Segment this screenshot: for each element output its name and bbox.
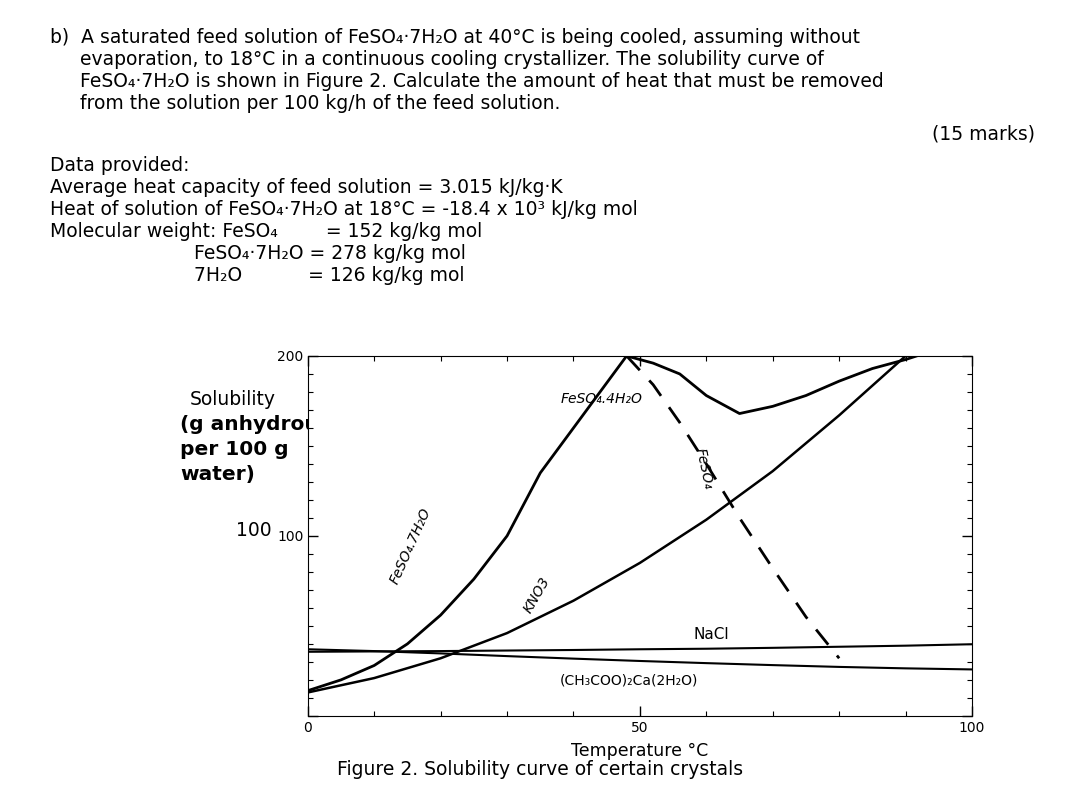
Text: Data provided:: Data provided:: [50, 156, 189, 175]
Text: Average heat capacity of feed solution = 3.015 kJ/kg·K: Average heat capacity of feed solution =…: [50, 178, 563, 197]
Text: Molecular weight: FeSO₄        = 152 kg/kg mol: Molecular weight: FeSO₄ = 152 kg/kg mol: [50, 222, 483, 241]
Text: FeSO₄.7H₂O: FeSO₄.7H₂O: [388, 505, 434, 586]
Text: FeSO₄·7H₂O = 278 kg/kg mol: FeSO₄·7H₂O = 278 kg/kg mol: [50, 244, 465, 263]
Text: water): water): [180, 465, 255, 484]
Text: FeSO₄.4H₂O: FeSO₄.4H₂O: [561, 392, 643, 407]
Text: FeSO₄: FeSO₄: [693, 447, 715, 490]
Text: evaporation, to 18°C in a continuous cooling crystallizer. The solubility curve : evaporation, to 18°C in a continuous coo…: [50, 50, 824, 69]
Text: (15 marks): (15 marks): [932, 124, 1035, 143]
Text: 7H₂O           = 126 kg/kg mol: 7H₂O = 126 kg/kg mol: [50, 266, 464, 285]
Text: 100: 100: [237, 520, 272, 539]
Text: (g anhydrous: (g anhydrous: [180, 415, 330, 434]
X-axis label: Temperature °C: Temperature °C: [571, 742, 708, 759]
Text: per 100 g: per 100 g: [180, 440, 288, 459]
Text: Solubility: Solubility: [190, 390, 276, 409]
Text: from the solution per 100 kg/h of the feed solution.: from the solution per 100 kg/h of the fe…: [50, 94, 561, 113]
Text: Figure 2. Solubility curve of certain crystals: Figure 2. Solubility curve of certain cr…: [337, 760, 743, 779]
Text: KNO3: KNO3: [522, 574, 553, 615]
Text: FeSO₄·7H₂O is shown in Figure 2. Calculate the amount of heat that must be remov: FeSO₄·7H₂O is shown in Figure 2. Calcula…: [50, 72, 883, 91]
Text: (CH₃COO)₂Ca(2H₂O): (CH₃COO)₂Ca(2H₂O): [561, 673, 699, 687]
Text: NaCl: NaCl: [693, 627, 729, 642]
Text: Heat of solution of FeSO₄·7H₂O at 18°C = -18.4 x 10³ kJ/kg mol: Heat of solution of FeSO₄·7H₂O at 18°C =…: [50, 200, 638, 219]
Text: b)  A saturated feed solution of FeSO₄·7H₂O at 40°C is being cooled, assuming wi: b) A saturated feed solution of FeSO₄·7H…: [50, 28, 860, 47]
